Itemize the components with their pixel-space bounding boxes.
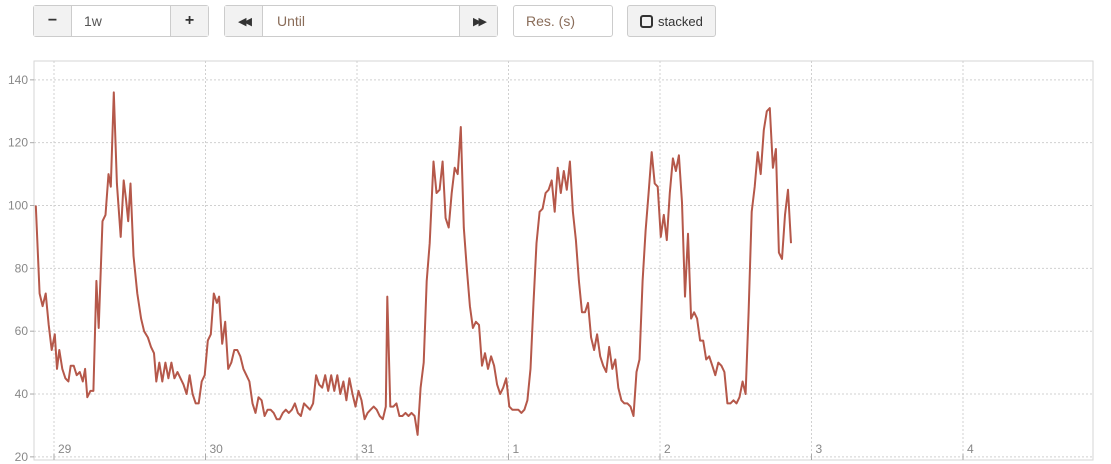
x-tick-label: 2 [664,442,671,456]
line-chart: 20 40 60 80 100 120 140 29 30 31 1 2 3 4 [8,60,1094,464]
fast-forward-icon: ▶▶ [473,15,487,28]
range-decrease-button[interactable]: − [34,6,72,36]
plus-icon: + [184,12,195,29]
y-tick-label: 60 [15,324,29,338]
chart-axes: 20 40 60 80 100 120 140 29 30 31 1 2 3 4 [8,73,974,464]
until-input[interactable]: Until [277,13,306,29]
y-tick-label: 40 [15,387,29,401]
checkbox-icon [640,14,653,28]
stacked-label: stacked [658,13,703,29]
until-input-group: ◀◀ Until ▶▶ [224,5,498,37]
time-forward-button[interactable]: ▶▶ [459,6,497,36]
x-tick-label: 29 [58,442,72,456]
chart-grid [33,60,1094,461]
y-tick-label: 120 [8,136,28,150]
x-tick-label: 4 [967,442,974,456]
y-tick-label: 100 [8,199,28,213]
fast-backward-icon: ◀◀ [238,15,252,28]
range-input[interactable]: 1w [84,13,102,29]
x-tick-label: 1 [513,442,520,456]
plot-frame [33,60,1094,461]
x-tick-label: 30 [210,442,224,456]
x-tick-label: 31 [361,442,375,456]
y-tick-label: 140 [8,73,28,87]
y-tick-label: 20 [15,450,29,464]
x-tick-label: 3 [816,442,823,456]
minus-icon: − [47,12,58,29]
time-back-button[interactable]: ◀◀ [225,6,263,36]
range-input-group: − 1w + [33,5,209,37]
stacked-toggle-button[interactable]: stacked [627,5,716,37]
chart-series [34,91,792,436]
y-tick-label: 80 [15,261,29,275]
resolution-input-group: Res. (s) [513,5,613,37]
graph-controls: − 1w + ◀◀ Until ▶▶ Res. (s) stacked [0,0,1111,50]
series-line [34,91,792,436]
resolution-input[interactable]: Res. (s) [526,13,575,29]
range-increase-button[interactable]: + [170,6,208,36]
